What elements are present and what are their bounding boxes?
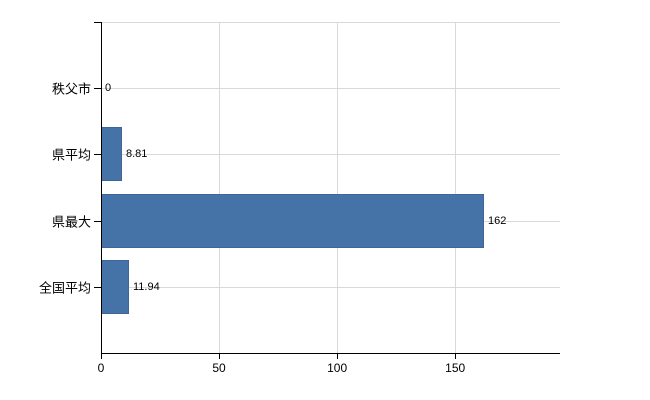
- x-axis-line: [101, 353, 560, 354]
- x-axis-tick-0: [101, 353, 102, 359]
- x-axis-tick-label: 50: [212, 361, 226, 375]
- category-gridline: [101, 287, 560, 288]
- x-axis-tick-150: [455, 353, 457, 359]
- x-gridline-50: [219, 22, 221, 353]
- y-axis-tick: [94, 287, 101, 288]
- category-label: 全国平均: [38, 280, 91, 296]
- bar-value-label: 11.94: [133, 280, 160, 293]
- x-gridline-100: [337, 22, 339, 353]
- bar-value-label: 162: [488, 214, 507, 227]
- y-axis-line: [101, 22, 102, 354]
- category-label: 県平均: [51, 147, 91, 163]
- x-gridline-150: [455, 22, 457, 353]
- y-axis-tick: [94, 154, 101, 155]
- x-axis-tick-label: 100: [327, 361, 348, 375]
- category-label: 県最大: [51, 214, 91, 230]
- x-axis-tick-label: 150: [445, 361, 466, 375]
- y-axis-top-tick: [94, 22, 101, 23]
- category-label: 秩父市: [51, 81, 91, 97]
- x-axis-tick-label: 0: [97, 361, 105, 375]
- bar: [101, 260, 129, 314]
- category-gridline: [101, 154, 560, 155]
- category-gridline: [101, 88, 560, 89]
- bar: [101, 194, 484, 248]
- bar-value-label: 8.81: [126, 148, 148, 161]
- x-axis-tick-50: [219, 353, 221, 359]
- bar: [101, 127, 122, 181]
- x-axis-tick-100: [337, 353, 339, 359]
- y-axis-tick: [94, 88, 101, 89]
- plot-top-border: [101, 22, 560, 23]
- y-axis-tick: [94, 221, 101, 222]
- bar-value-label: 0: [105, 82, 112, 95]
